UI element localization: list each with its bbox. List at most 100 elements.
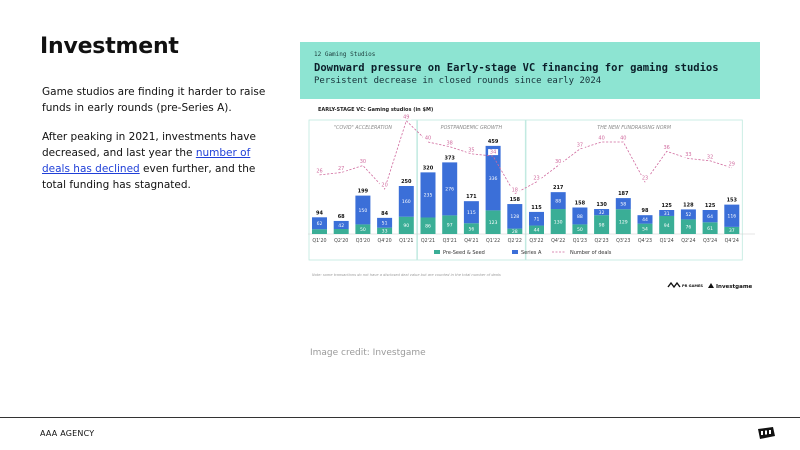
x-tick-label: Q3'23 (616, 238, 630, 244)
deals-label: 29 (729, 161, 735, 167)
deals-label-bg (401, 113, 412, 120)
legend-label-deals: Number of deals (570, 250, 612, 256)
deals-declined-link[interactable]: number of deals has declined (42, 147, 251, 175)
bar-seed (485, 210, 501, 234)
deals-label-bg (444, 139, 455, 146)
bar-series-a (420, 172, 436, 218)
bar-seed (333, 229, 349, 234)
bar-seed (659, 215, 675, 234)
x-tick-label: Q2'24 (681, 238, 695, 244)
label-seed: 61 (707, 226, 713, 232)
chart-note: Note: some transactions do not have a di… (312, 273, 501, 277)
bar-seed (724, 226, 740, 234)
label-total: 153 (727, 198, 738, 204)
deals-label-bg (531, 174, 542, 181)
label-series-a: 58 (620, 201, 626, 207)
bar-seed (312, 229, 327, 234)
label-seed: 98 (599, 222, 605, 228)
x-tick-label: Q1'23 (573, 238, 587, 244)
bar-seed (442, 215, 458, 234)
logo-pr-games: PR GAMES (682, 284, 703, 288)
paragraph-text-after: even further, and the total funding has … (42, 163, 256, 191)
label-total: 98 (642, 208, 649, 214)
bar-seed (377, 227, 393, 234)
deals-label: 49 (403, 114, 409, 120)
bar-series-a (724, 204, 740, 227)
deals-label: 34 (490, 150, 496, 156)
pr-games-logo-icon (667, 281, 681, 289)
deals-label: 18 (512, 187, 518, 193)
bar-series-a (594, 209, 610, 216)
bar-series-a (615, 198, 631, 210)
intro-paragraph: Game studios are finding it harder to ra… (42, 86, 266, 114)
deals-line (319, 120, 732, 195)
bar-series-a (398, 186, 414, 217)
label-total: 94 (316, 210, 323, 216)
label-seed: 90 (403, 223, 409, 229)
label-total: 320 (423, 165, 434, 171)
deals-label-bg (726, 160, 737, 167)
bar-seed (702, 222, 718, 234)
label-total: 84 (381, 211, 388, 217)
legend-label-series-a: Series A (521, 250, 542, 256)
period-label: THE NEW FUNDRAISING NORM (597, 125, 672, 131)
label-total: 250 (401, 179, 412, 185)
deals-label-bg (683, 151, 694, 158)
x-tick-label: Q1'24 (660, 238, 674, 244)
label-series-a: 62 (317, 221, 323, 227)
label-series-a: 336 (489, 176, 498, 182)
bar-series-a (333, 220, 349, 230)
bar-seed (637, 223, 653, 234)
deals-label-bg (466, 146, 477, 153)
x-tick-label: Q1'21 (399, 238, 413, 244)
legend-swatch-series-a (512, 250, 518, 254)
bar-seed (420, 217, 436, 234)
x-tick-label: Q3'24 (703, 238, 717, 244)
x-tick-label: Q3'22 (529, 238, 543, 244)
x-tick-label: Q3'21 (443, 238, 457, 244)
label-seed: 44 (534, 228, 540, 234)
label-total: 125 (661, 203, 672, 209)
label-seed: 94 (664, 223, 670, 229)
deals-label-bg (336, 165, 347, 172)
deals-label-bg (379, 182, 390, 188)
bar-series-a (659, 210, 675, 216)
deals-label-bg (596, 135, 607, 141)
bar-series-a (312, 217, 327, 230)
deals-label: 27 (338, 166, 344, 172)
footer-divider (0, 417, 800, 418)
label-total: 187 (618, 191, 629, 197)
x-tick-label: Q1'20 (312, 238, 326, 244)
x-tick-label: Q3'20 (356, 238, 370, 244)
investment-paragraph: After peaking in 2021, investments have … (42, 129, 274, 193)
label-series-a: 160 (402, 199, 411, 205)
label-seed: 50 (360, 227, 366, 233)
x-tick-label: Q4'24 (725, 238, 739, 244)
x-tick-label: Q4'21 (464, 238, 478, 244)
label-series-a: 52 (685, 212, 691, 218)
x-tick-label: Q2'23 (594, 238, 608, 244)
bar-series-a (637, 215, 653, 224)
vc-bar-chart: EARLY-STAGE VC: Gaming studios (in $M) "C… (308, 107, 755, 290)
period-box (308, 119, 418, 261)
figure-subtitle: Persistent decrease in closed rounds sin… (314, 76, 602, 86)
deals-label-bg (661, 144, 672, 151)
label-series-a: 128 (510, 214, 519, 220)
paragraph-text-before: After peaking in 2021, investments have … (42, 131, 256, 159)
figure-tag: 12 Gaming Studios (314, 51, 376, 58)
x-tick-label: Q2'21 (421, 238, 435, 244)
bar-series-a (442, 162, 458, 216)
bar-seed (398, 216, 414, 234)
label-series-a: 88 (577, 214, 583, 220)
label-series-a: 115 (467, 210, 476, 216)
label-series-a: 64 (707, 214, 713, 220)
label-seed: 54 (642, 227, 648, 233)
label-series-a: 44 (642, 217, 648, 223)
label-series-a: 42 (338, 223, 344, 229)
bar-series-a (680, 209, 696, 220)
deals-label-bg (618, 135, 629, 141)
x-tick-label: Q2'20 (334, 238, 348, 244)
label-series-a: 235 (424, 193, 433, 199)
label-series-a: 51 (382, 221, 388, 227)
deals-label-bg (574, 142, 585, 149)
